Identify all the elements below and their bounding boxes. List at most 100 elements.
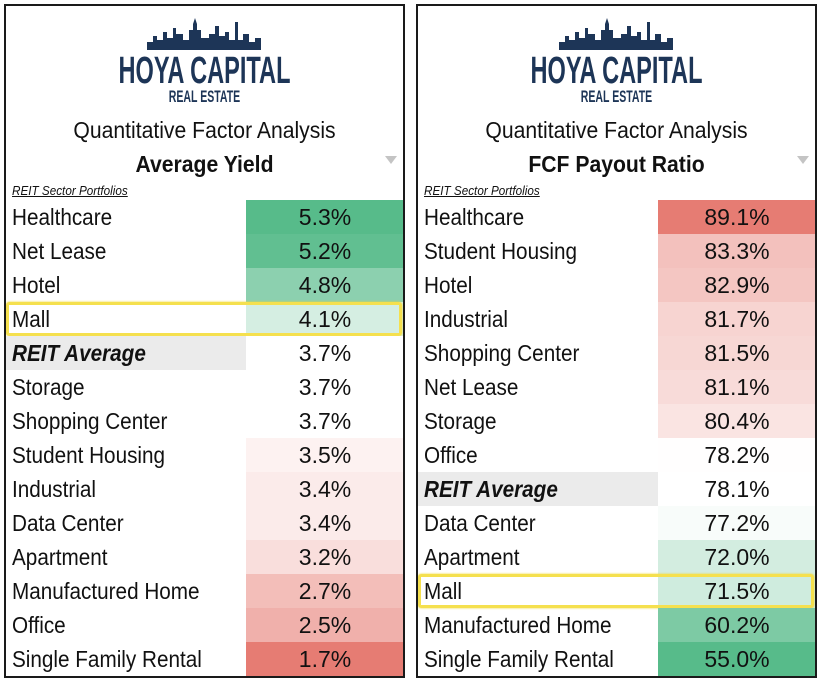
table-row: Mall 4.1% <box>6 302 403 336</box>
logo-wordmark: HOYA CAPITAL <box>530 50 703 92</box>
panel-heading: Quantitative Factor Analysis <box>73 117 336 143</box>
table-row: Net Lease 81.1% <box>418 370 815 404</box>
panel-heading: Quantitative Factor Analysis <box>485 117 748 143</box>
sector-label: Net Lease <box>424 374 519 400</box>
table-row: Student Housing 3.5% <box>6 438 403 472</box>
table-row: Healthcare 89.1% <box>418 200 815 234</box>
value-cell: 89.1% <box>658 200 815 234</box>
fcf-payout-ratio-panel: HOYA CAPITAL REAL ESTATE Quantitative Fa… <box>416 4 817 678</box>
value-cell: 72.0% <box>658 540 815 574</box>
table-row: Net Lease 5.2% <box>6 234 403 268</box>
value-cell: 60.2% <box>658 608 815 642</box>
value-cell: 3.4% <box>246 472 403 506</box>
value-cell: 2.7% <box>246 574 403 608</box>
sector-label: Shopping Center <box>424 340 580 366</box>
metric-title: FCF Payout Ratio <box>528 151 705 177</box>
logo-subtitle: REAL ESTATE <box>168 87 241 106</box>
sector-label: Apartment <box>424 544 520 570</box>
hoya-capital-logo: HOYA CAPITAL REAL ESTATE <box>6 16 403 108</box>
metric-title: Average Yield <box>135 151 274 177</box>
sector-label: Storage <box>12 374 85 400</box>
table-row: Office 2.5% <box>6 608 403 642</box>
value-cell: 4.8% <box>246 268 403 302</box>
value-cell: 1.7% <box>246 642 403 676</box>
reit-average-row: REIT Average 3.7% <box>6 336 403 370</box>
sector-label: Net Lease <box>12 238 107 264</box>
skyline-icon <box>146 18 261 50</box>
dropdown-arrow-icon[interactable] <box>385 156 397 164</box>
value-cell: 3.2% <box>246 540 403 574</box>
sector-label: Mall <box>12 306 50 332</box>
value-cell: 81.7% <box>658 302 815 336</box>
table-row: Manufactured Home 2.7% <box>6 574 403 608</box>
value-cell: 2.5% <box>246 608 403 642</box>
hoya-capital-logo: HOYA CAPITAL REAL ESTATE <box>418 16 815 108</box>
value-cell: 71.5% <box>658 574 815 608</box>
sector-label: Manufactured Home <box>424 612 612 638</box>
table-row: Data Center 3.4% <box>6 506 403 540</box>
average-yield-panel: HOYA CAPITAL REAL ESTATE Quantitative Fa… <box>4 4 405 678</box>
value-cell: 81.5% <box>658 336 815 370</box>
value-cell: 83.3% <box>658 234 815 268</box>
sector-label: Data Center <box>424 510 536 536</box>
logo-wordmark: HOYA CAPITAL <box>118 50 291 92</box>
sector-label: Office <box>424 442 478 468</box>
sector-label: Healthcare <box>424 204 525 230</box>
sector-label: Office <box>12 612 66 638</box>
table-row: Shopping Center 3.7% <box>6 404 403 438</box>
table-row: Single Family Rental 55.0% <box>418 642 815 676</box>
value-cell: 77.2% <box>658 506 815 540</box>
value-cell: 80.4% <box>658 404 815 438</box>
sector-label: Apartment <box>12 544 108 570</box>
value-cell: 3.7% <box>246 404 403 438</box>
sector-label: Industrial <box>424 306 508 332</box>
value-cell: 5.2% <box>246 234 403 268</box>
value-cell: 82.9% <box>658 268 815 302</box>
table-row: Mall 71.5% <box>418 574 815 608</box>
skyline-icon <box>558 18 673 50</box>
sector-label: Mall <box>424 578 462 604</box>
sector-label: Industrial <box>12 476 96 502</box>
sector-label: Student Housing <box>424 238 578 264</box>
table-row: Single Family Rental 1.7% <box>6 642 403 676</box>
value-cell: 5.3% <box>246 200 403 234</box>
sector-label: Shopping Center <box>12 408 168 434</box>
sector-label: Storage <box>424 408 497 434</box>
sector-label: Manufactured Home <box>12 578 200 604</box>
value-cell: 78.1% <box>658 472 815 506</box>
value-cell: 3.7% <box>246 370 403 404</box>
table-row: Industrial 81.7% <box>418 302 815 336</box>
table-row: Hotel 82.9% <box>418 268 815 302</box>
table-row: Healthcare 5.3% <box>6 200 403 234</box>
table-row: Apartment 72.0% <box>418 540 815 574</box>
table-row: Shopping Center 81.5% <box>418 336 815 370</box>
value-cell: 3.4% <box>246 506 403 540</box>
sector-label: Student Housing <box>12 442 166 468</box>
dropdown-arrow-icon[interactable] <box>797 156 809 164</box>
sector-portfolios-label: REIT Sector Portfolios <box>424 183 540 198</box>
sector-label: Hotel <box>12 272 61 298</box>
value-cell: 55.0% <box>658 642 815 676</box>
table-row: Student Housing 83.3% <box>418 234 815 268</box>
value-cell: 78.2% <box>658 438 815 472</box>
logo-subtitle: REAL ESTATE <box>580 87 653 106</box>
sector-label: Hotel <box>424 272 473 298</box>
sector-label: Single Family Rental <box>424 646 614 672</box>
average-row-shading <box>418 472 658 506</box>
average-row-shading <box>6 336 246 370</box>
table-row: Storage 80.4% <box>418 404 815 438</box>
sector-portfolios-label: REIT Sector Portfolios <box>12 183 128 198</box>
value-cell: 3.5% <box>246 438 403 472</box>
sector-label: Healthcare <box>12 204 113 230</box>
table-row: Office 78.2% <box>418 438 815 472</box>
value-cell: 81.1% <box>658 370 815 404</box>
sector-label: Single Family Rental <box>12 646 202 672</box>
value-cell: 4.1% <box>246 302 403 336</box>
table-row: Industrial 3.4% <box>6 472 403 506</box>
reit-average-row: REIT Average 78.1% <box>418 472 815 506</box>
value-cell: 3.7% <box>246 336 403 370</box>
table-row: Apartment 3.2% <box>6 540 403 574</box>
table-row: Manufactured Home 60.2% <box>418 608 815 642</box>
table-row: Storage 3.7% <box>6 370 403 404</box>
sector-label: Data Center <box>12 510 124 536</box>
